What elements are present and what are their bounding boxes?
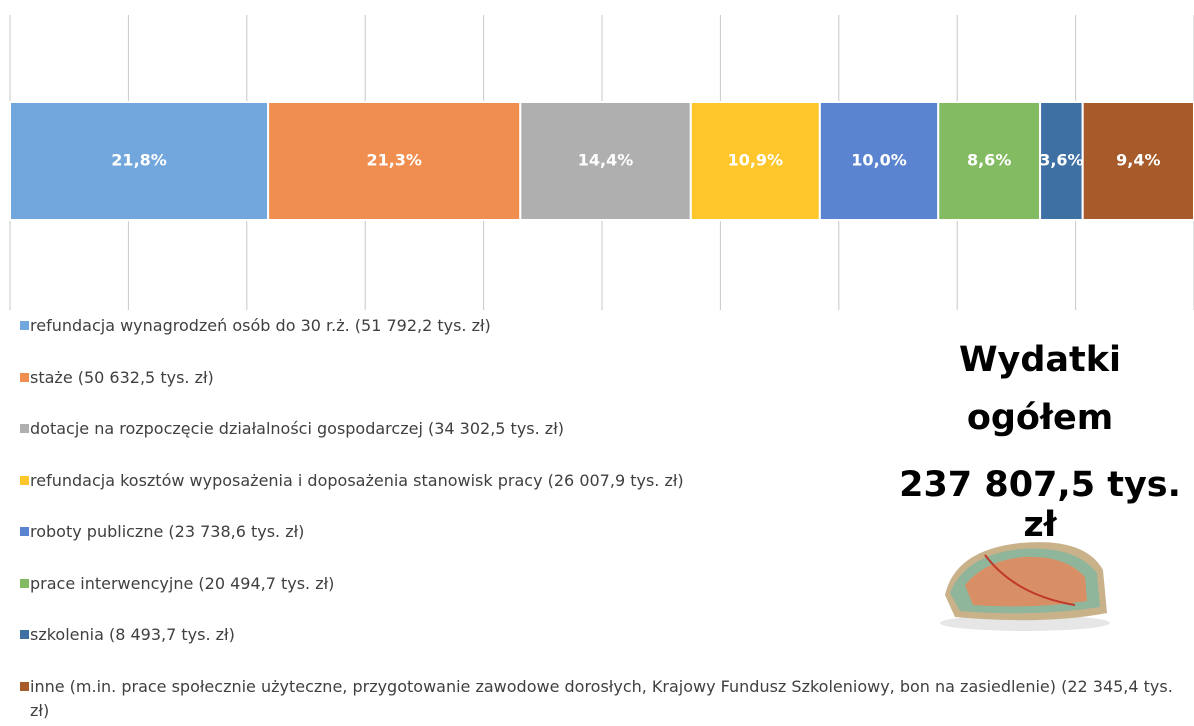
annotation: Wydatki [958,340,1122,380]
legend-label: staże (50 632,5 tys. zł) [30,367,214,387]
data-label: 10,0% [851,151,907,170]
legend-item: refundacja kosztów wyposażenia i doposaż… [20,469,1190,521]
legend-item: prace interwencyjne (20 494,7 tys. zł) [20,572,1190,624]
legend-item: inne (m.in. prace społecznie użyteczne, … [20,675,1190,726]
legend-item: roboty publiczne (23 738,6 tys. zł) [20,520,1190,572]
data-label: 3,6% [1039,151,1083,170]
data-label: 8,6% [967,151,1011,170]
bar-segment [267,101,522,221]
legend-swatch [20,527,29,536]
legend-label: roboty publiczne (23 738,6 tys. zł) [30,522,305,541]
annotation: 237 807,5 tys. zł [899,465,1181,545]
annotation: ogółem [966,398,1114,438]
bar-segment [1039,101,1084,221]
legend-item: staże (50 632,5 tys. zł) [20,366,1190,418]
legend-item: szkolenia (8 493,7 tys. zł) [20,623,1190,675]
bar-segment [519,101,692,221]
data-label: 10,9% [728,151,784,170]
legend-label: refundacja wynagrodzeń osób do 30 r.ż. (… [30,316,491,335]
legend-swatch [20,630,29,639]
legend-swatch [20,424,29,433]
legend-swatch [20,578,29,588]
legend-swatch [20,321,29,330]
legend-swatch [20,475,29,485]
legend: refundacja wynagrodzeń osób do 30 r.ż. (… [20,314,1190,726]
data-label: 21,3% [366,151,422,170]
legend-label: prace interwencyjne (20 494,7 tys. zł) [30,573,335,593]
legend-label: refundacja kosztów wyposażenia i doposaż… [30,470,684,490]
legend-swatch [20,681,29,691]
legend-item: dotacje na rozpoczęcie działalności gosp… [20,417,1190,469]
chart: 21,8% 21,3% 14,4% 10,9% 10,0% 8,6% 3,6% 9,4% [9,15,1194,310]
bar-segment [689,101,821,221]
bar-segment [1081,101,1194,221]
bar-segment [818,101,940,221]
legend-item: refundacja wynagrodzeń osób do 30 r.ż. (… [20,314,1190,366]
data-label: 21,8% [111,151,167,170]
money-icon [940,542,1110,631]
legend-label: szkolenia (8 493,7 tys. zł) [30,625,235,644]
legend-label: inne (m.in. prace społecznie użyteczne, … [30,676,1173,720]
bar-segment [937,101,1042,221]
data-label: 9,4% [1116,151,1160,170]
legend-label: dotacje na rozpoczęcie działalności gosp… [30,419,564,438]
data-label: 14,4% [578,151,634,170]
legend-swatch [20,372,29,382]
